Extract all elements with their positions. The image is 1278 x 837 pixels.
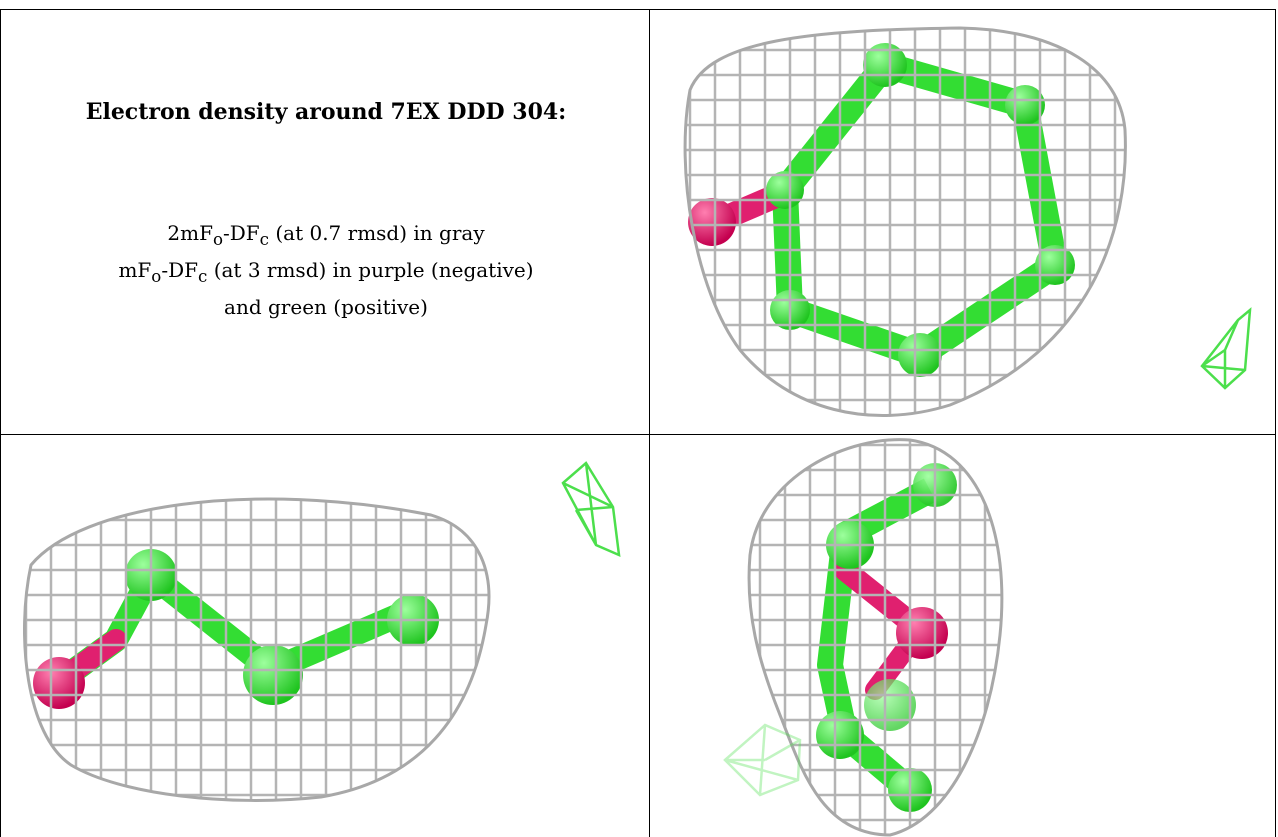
density-render-3 <box>723 438 1004 837</box>
density-mesh <box>24 499 489 801</box>
figure-legend: 2mFo-DFc (at 0.7 rmsd) in gray mFo-DFc (… <box>21 218 631 322</box>
density-render-2 <box>23 461 621 802</box>
table-divider-horizontal <box>0 434 1276 435</box>
density-panel-bottom-right <box>650 435 1275 837</box>
carbon-atom <box>816 711 864 759</box>
positive-density-blob <box>561 461 621 558</box>
molecule-model <box>33 549 439 709</box>
carbon-atom <box>766 171 804 209</box>
mesh-outline <box>683 26 1127 417</box>
table-divider-vertical <box>649 9 650 837</box>
molecule-model <box>688 43 1075 377</box>
mesh-outline <box>23 497 491 802</box>
figure-title: Electron density around 7EX DDD 304: <box>85 99 567 125</box>
table-border-left <box>0 9 1 837</box>
caption-cell: Electron density around 7EX DDD 304: 2mF… <box>1 10 649 434</box>
carbon-atom <box>898 333 942 377</box>
oxygen-atom <box>688 198 736 246</box>
table-border-right <box>1275 9 1276 837</box>
density-panel-bottom-left <box>1 435 649 837</box>
carbon-atom <box>864 679 916 731</box>
mesh-outline <box>747 438 1004 837</box>
table-border-top <box>0 9 1276 10</box>
legend-line-fo: mFo-DFc (at 3 rmsd) in purple (negative) <box>118 258 534 286</box>
positive-density-blob <box>723 723 802 797</box>
carbon-atom <box>243 645 303 705</box>
legend-line-positive: and green (positive) <box>224 295 428 319</box>
oxygen-atom <box>896 607 948 659</box>
density-render-1 <box>683 26 1252 417</box>
density-mesh <box>749 439 1002 836</box>
density-panel-top-right <box>650 10 1275 434</box>
positive-density-blob <box>1200 307 1252 390</box>
legend-line-2fo: 2mFo-DFc (at 0.7 rmsd) in gray <box>167 221 485 249</box>
